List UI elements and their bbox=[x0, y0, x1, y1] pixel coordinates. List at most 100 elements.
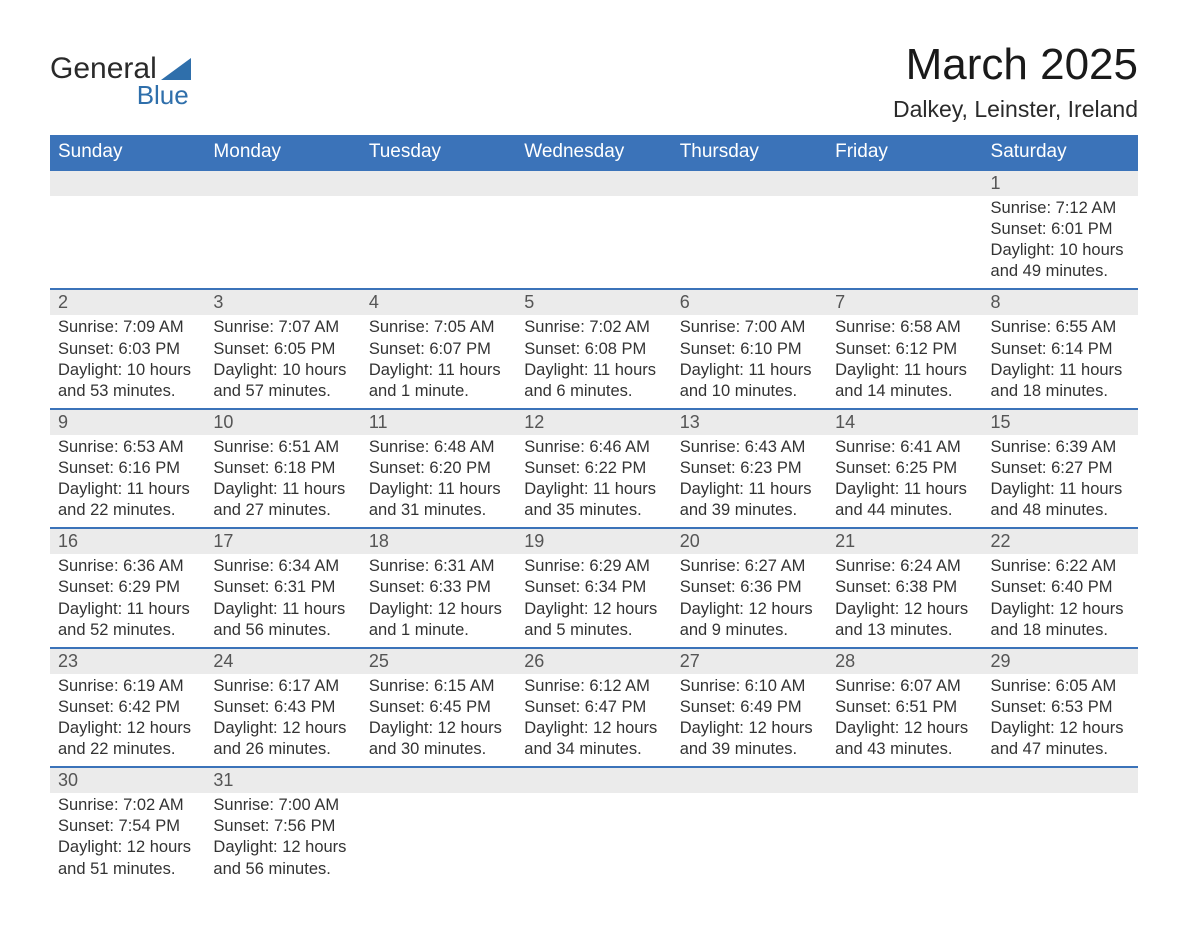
day-number-cell bbox=[205, 170, 360, 196]
sunrise-text: Sunrise: 6:41 AM bbox=[835, 437, 974, 458]
sunrise-text: Sunrise: 6:22 AM bbox=[991, 556, 1130, 577]
day-content-cell: Sunrise: 6:17 AMSunset: 6:43 PMDaylight:… bbox=[205, 674, 360, 767]
sunset-text: Sunset: 6:10 PM bbox=[680, 339, 819, 360]
day-content-cell: Sunrise: 6:29 AMSunset: 6:34 PMDaylight:… bbox=[516, 554, 671, 647]
sunset-text: Sunset: 6:45 PM bbox=[369, 697, 508, 718]
day-content-cell bbox=[516, 793, 671, 885]
day-content-cell bbox=[672, 196, 827, 289]
sunset-text: Sunset: 6:01 PM bbox=[991, 219, 1130, 240]
daylight-text: Daylight: 12 hours and 43 minutes. bbox=[835, 718, 974, 760]
daylight-text: Daylight: 12 hours and 9 minutes. bbox=[680, 599, 819, 641]
sunrise-text: Sunrise: 7:00 AM bbox=[680, 317, 819, 338]
day-content-cell: Sunrise: 6:31 AMSunset: 6:33 PMDaylight:… bbox=[361, 554, 516, 647]
day-content-cell: Sunrise: 6:36 AMSunset: 6:29 PMDaylight:… bbox=[50, 554, 205, 647]
sunrise-text: Sunrise: 6:36 AM bbox=[58, 556, 197, 577]
day-number-cell bbox=[983, 767, 1138, 793]
sunrise-text: Sunrise: 6:24 AM bbox=[835, 556, 974, 577]
day-number-cell: 16 bbox=[50, 528, 205, 554]
calendar-daynum-row: 16171819202122 bbox=[50, 528, 1138, 554]
day-content-cell bbox=[50, 196, 205, 289]
sunset-text: Sunset: 6:38 PM bbox=[835, 577, 974, 598]
day-number-cell bbox=[361, 767, 516, 793]
sunrise-text: Sunrise: 6:48 AM bbox=[369, 437, 508, 458]
sunrise-text: Sunrise: 6:43 AM bbox=[680, 437, 819, 458]
day-content-cell: Sunrise: 6:55 AMSunset: 6:14 PMDaylight:… bbox=[983, 315, 1138, 408]
calendar-daynum-row: 23242526272829 bbox=[50, 648, 1138, 674]
day-number-cell: 28 bbox=[827, 648, 982, 674]
day-number-cell: 1 bbox=[983, 170, 1138, 196]
sunrise-text: Sunrise: 6:15 AM bbox=[369, 676, 508, 697]
sunset-text: Sunset: 6:07 PM bbox=[369, 339, 508, 360]
calendar-daynum-row: 9101112131415 bbox=[50, 409, 1138, 435]
day-content-cell: Sunrise: 6:05 AMSunset: 6:53 PMDaylight:… bbox=[983, 674, 1138, 767]
weekday-header: Saturday bbox=[983, 135, 1138, 170]
daylight-text: Daylight: 12 hours and 39 minutes. bbox=[680, 718, 819, 760]
day-number-cell: 13 bbox=[672, 409, 827, 435]
sunset-text: Sunset: 6:23 PM bbox=[680, 458, 819, 479]
title-block: March 2025 Dalkey, Leinster, Ireland bbox=[893, 40, 1138, 123]
day-content-cell: Sunrise: 6:24 AMSunset: 6:38 PMDaylight:… bbox=[827, 554, 982, 647]
day-content-cell: Sunrise: 6:46 AMSunset: 6:22 PMDaylight:… bbox=[516, 435, 671, 528]
day-content-cell: Sunrise: 6:27 AMSunset: 6:36 PMDaylight:… bbox=[672, 554, 827, 647]
day-content-cell bbox=[516, 196, 671, 289]
sunrise-text: Sunrise: 7:05 AM bbox=[369, 317, 508, 338]
daylight-text: Daylight: 12 hours and 22 minutes. bbox=[58, 718, 197, 760]
sunrise-text: Sunrise: 6:19 AM bbox=[58, 676, 197, 697]
day-content-cell: Sunrise: 6:41 AMSunset: 6:25 PMDaylight:… bbox=[827, 435, 982, 528]
sunset-text: Sunset: 7:56 PM bbox=[213, 816, 352, 837]
sunset-text: Sunset: 6:25 PM bbox=[835, 458, 974, 479]
calendar-body: 1Sunrise: 7:12 AMSunset: 6:01 PMDaylight… bbox=[50, 170, 1138, 886]
day-content-cell: Sunrise: 7:00 AMSunset: 7:56 PMDaylight:… bbox=[205, 793, 360, 885]
day-content-cell bbox=[827, 793, 982, 885]
daylight-text: Daylight: 11 hours and 48 minutes. bbox=[991, 479, 1130, 521]
daylight-text: Daylight: 12 hours and 47 minutes. bbox=[991, 718, 1130, 760]
day-content-cell: Sunrise: 6:34 AMSunset: 6:31 PMDaylight:… bbox=[205, 554, 360, 647]
calendar-table: SundayMondayTuesdayWednesdayThursdayFrid… bbox=[50, 135, 1138, 886]
daylight-text: Daylight: 11 hours and 27 minutes. bbox=[213, 479, 352, 521]
day-number-cell: 10 bbox=[205, 409, 360, 435]
day-content-cell bbox=[361, 793, 516, 885]
day-number-cell: 25 bbox=[361, 648, 516, 674]
day-number-cell: 18 bbox=[361, 528, 516, 554]
daylight-text: Daylight: 11 hours and 44 minutes. bbox=[835, 479, 974, 521]
day-number-cell: 4 bbox=[361, 289, 516, 315]
day-number-cell: 19 bbox=[516, 528, 671, 554]
day-content-cell: Sunrise: 6:12 AMSunset: 6:47 PMDaylight:… bbox=[516, 674, 671, 767]
day-number-cell bbox=[672, 170, 827, 196]
day-number-cell: 2 bbox=[50, 289, 205, 315]
day-number-cell: 30 bbox=[50, 767, 205, 793]
day-content-cell: Sunrise: 6:43 AMSunset: 6:23 PMDaylight:… bbox=[672, 435, 827, 528]
month-title: March 2025 bbox=[893, 40, 1138, 90]
sunset-text: Sunset: 6:29 PM bbox=[58, 577, 197, 598]
day-content-cell: Sunrise: 6:51 AMSunset: 6:18 PMDaylight:… bbox=[205, 435, 360, 528]
day-content-cell: Sunrise: 6:22 AMSunset: 6:40 PMDaylight:… bbox=[983, 554, 1138, 647]
sunrise-text: Sunrise: 6:31 AM bbox=[369, 556, 508, 577]
daylight-text: Daylight: 11 hours and 14 minutes. bbox=[835, 360, 974, 402]
sunrise-text: Sunrise: 6:07 AM bbox=[835, 676, 974, 697]
sunrise-text: Sunrise: 6:51 AM bbox=[213, 437, 352, 458]
weekday-header: Thursday bbox=[672, 135, 827, 170]
sunrise-text: Sunrise: 6:46 AM bbox=[524, 437, 663, 458]
day-number-cell: 7 bbox=[827, 289, 982, 315]
calendar-content-row: Sunrise: 7:09 AMSunset: 6:03 PMDaylight:… bbox=[50, 315, 1138, 408]
day-content-cell: Sunrise: 7:12 AMSunset: 6:01 PMDaylight:… bbox=[983, 196, 1138, 289]
sunset-text: Sunset: 6:05 PM bbox=[213, 339, 352, 360]
day-number-cell: 14 bbox=[827, 409, 982, 435]
weekday-header: Tuesday bbox=[361, 135, 516, 170]
daylight-text: Daylight: 11 hours and 18 minutes. bbox=[991, 360, 1130, 402]
logo-triangle-icon bbox=[161, 58, 191, 80]
day-number-cell: 31 bbox=[205, 767, 360, 793]
daylight-text: Daylight: 11 hours and 1 minute. bbox=[369, 360, 508, 402]
daylight-text: Daylight: 12 hours and 13 minutes. bbox=[835, 599, 974, 641]
sunrise-text: Sunrise: 7:12 AM bbox=[991, 198, 1130, 219]
day-content-cell: Sunrise: 6:39 AMSunset: 6:27 PMDaylight:… bbox=[983, 435, 1138, 528]
day-content-cell: Sunrise: 7:02 AMSunset: 7:54 PMDaylight:… bbox=[50, 793, 205, 885]
calendar-content-row: Sunrise: 6:19 AMSunset: 6:42 PMDaylight:… bbox=[50, 674, 1138, 767]
day-content-cell: Sunrise: 7:02 AMSunset: 6:08 PMDaylight:… bbox=[516, 315, 671, 408]
daylight-text: Daylight: 11 hours and 22 minutes. bbox=[58, 479, 197, 521]
daylight-text: Daylight: 12 hours and 56 minutes. bbox=[213, 837, 352, 879]
sunrise-text: Sunrise: 7:09 AM bbox=[58, 317, 197, 338]
day-content-cell: Sunrise: 7:09 AMSunset: 6:03 PMDaylight:… bbox=[50, 315, 205, 408]
day-content-cell: Sunrise: 7:00 AMSunset: 6:10 PMDaylight:… bbox=[672, 315, 827, 408]
calendar-daynum-row: 1 bbox=[50, 170, 1138, 196]
